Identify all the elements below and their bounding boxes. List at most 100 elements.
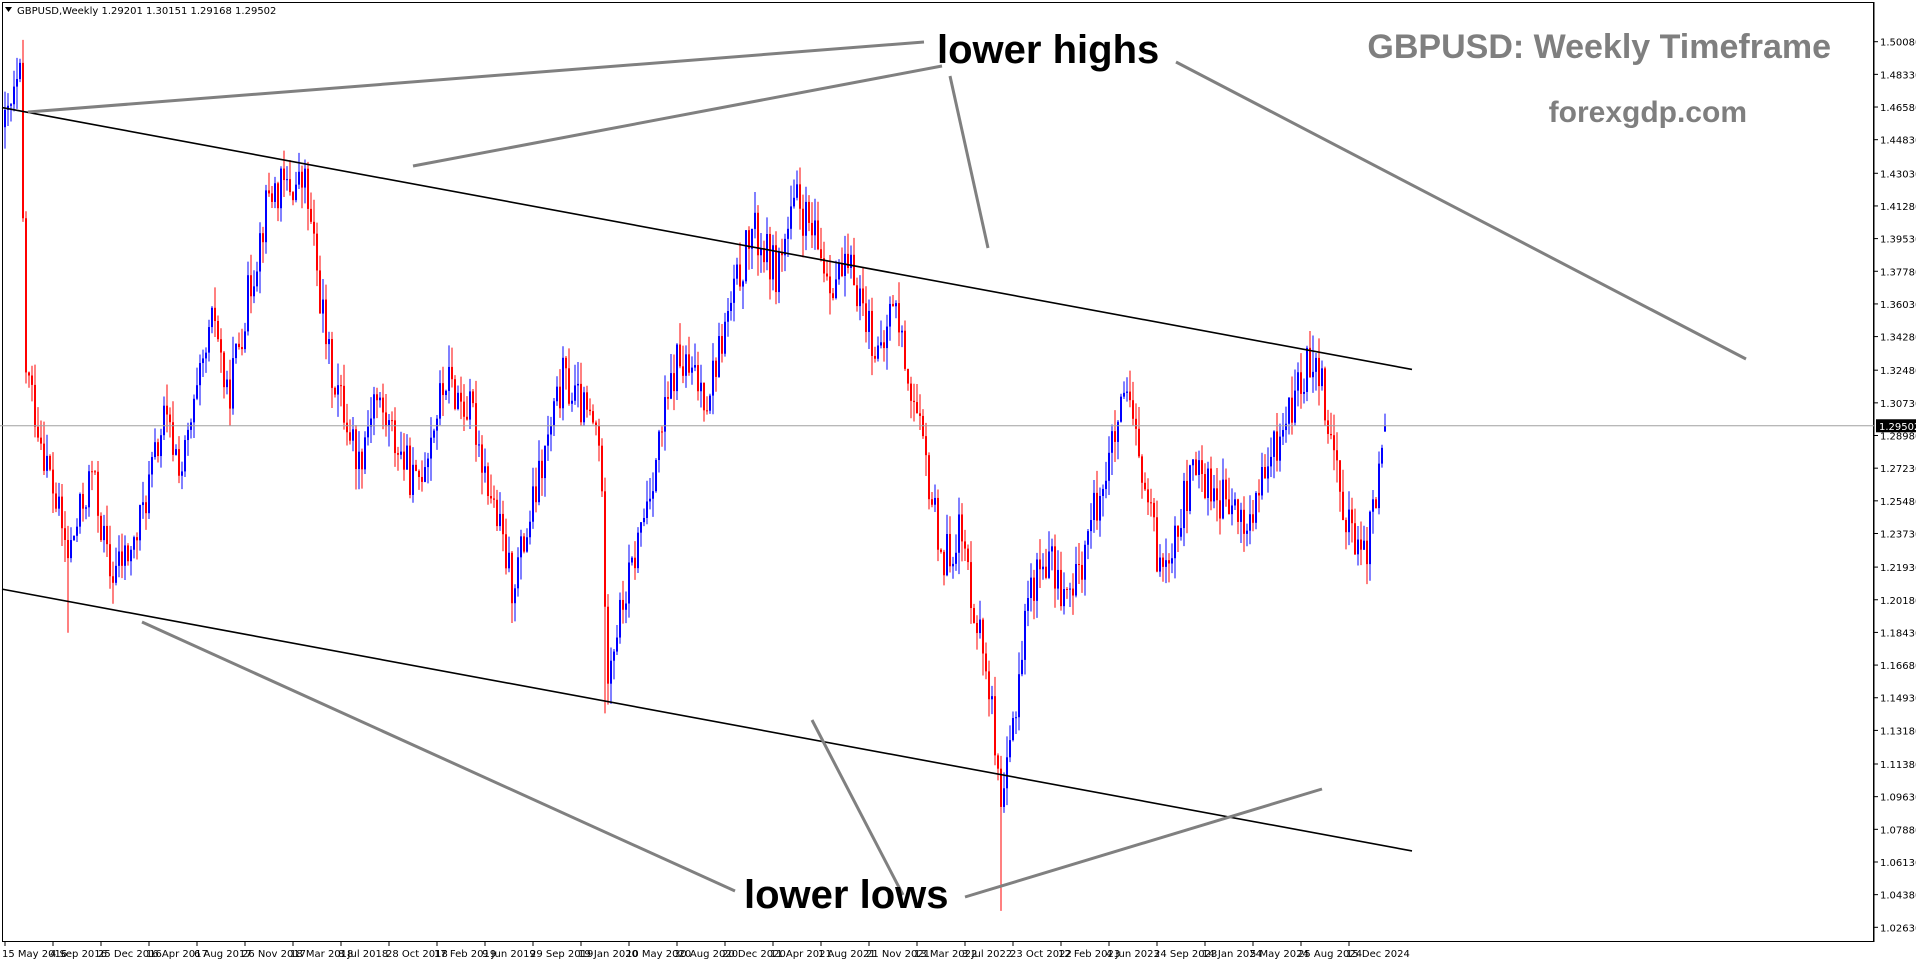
x-tick-label: 30 Aug 2020 bbox=[674, 949, 738, 960]
x-tick-label: 26 Nov 2017 bbox=[242, 949, 306, 960]
candle bbox=[1273, 430, 1275, 479]
candle bbox=[916, 383, 918, 414]
candle bbox=[370, 397, 372, 444]
candle-body bbox=[985, 653, 987, 672]
candle bbox=[808, 195, 810, 232]
candle-body bbox=[1255, 492, 1257, 523]
candle bbox=[796, 170, 798, 201]
candle bbox=[448, 345, 450, 404]
candle bbox=[1219, 480, 1221, 535]
candle-body bbox=[541, 460, 543, 479]
candle bbox=[22, 39, 24, 222]
candle bbox=[1372, 490, 1374, 534]
annotation-pointer-line bbox=[964, 787, 1323, 899]
y-tick-label: 1.28980 bbox=[1880, 432, 1916, 443]
candle bbox=[283, 150, 285, 198]
x-tick-label: 19 Jan 2020 bbox=[578, 949, 638, 960]
x-tick-label: 6 Aug 2017 bbox=[194, 949, 252, 960]
y-tick-label: 1.21930 bbox=[1880, 563, 1916, 574]
candle-body bbox=[1048, 551, 1050, 578]
candle bbox=[970, 541, 972, 624]
candle-body bbox=[1057, 569, 1059, 589]
candle-body bbox=[142, 502, 144, 506]
candle bbox=[817, 201, 819, 251]
candle-body bbox=[625, 603, 627, 610]
candle-body bbox=[616, 637, 618, 652]
candle bbox=[793, 179, 795, 209]
candle bbox=[466, 396, 468, 421]
candle-body bbox=[520, 536, 522, 558]
candle bbox=[295, 171, 297, 203]
candle-body bbox=[145, 502, 147, 514]
candle bbox=[298, 152, 300, 189]
candle-body bbox=[1327, 420, 1329, 434]
candle-body bbox=[346, 422, 348, 433]
candle-body bbox=[661, 431, 663, 433]
candle bbox=[334, 386, 336, 398]
candle-body bbox=[1234, 499, 1236, 506]
candle bbox=[745, 230, 747, 284]
candle bbox=[214, 287, 216, 337]
candle bbox=[391, 411, 393, 432]
candle bbox=[775, 231, 777, 305]
candle bbox=[1024, 603, 1026, 675]
candle bbox=[70, 527, 72, 563]
candle-body bbox=[34, 384, 36, 427]
candle-body bbox=[1276, 431, 1278, 461]
candle-body bbox=[376, 394, 378, 401]
candle-body bbox=[496, 499, 498, 527]
chart-title: GBPUSD: Weekly Timeframe bbox=[1367, 28, 1831, 66]
candle bbox=[595, 420, 597, 436]
candle bbox=[802, 194, 804, 258]
candle-body bbox=[1018, 674, 1020, 718]
candle-body bbox=[307, 168, 309, 209]
candle-body bbox=[763, 248, 765, 263]
candle-body bbox=[82, 493, 84, 509]
candle-body bbox=[40, 437, 42, 444]
candle bbox=[1189, 464, 1191, 515]
candle bbox=[481, 435, 483, 495]
candle-body bbox=[373, 394, 375, 419]
candle-body bbox=[1180, 528, 1182, 537]
candle bbox=[553, 398, 555, 436]
candle-body bbox=[937, 497, 939, 550]
candle-body bbox=[1267, 466, 1269, 479]
candle bbox=[1012, 711, 1014, 742]
candle bbox=[343, 364, 345, 430]
candle-body bbox=[193, 398, 195, 423]
candle bbox=[16, 57, 18, 109]
candle bbox=[1246, 523, 1248, 547]
candle bbox=[1060, 551, 1062, 611]
candle-body bbox=[598, 425, 600, 446]
candle-body bbox=[214, 307, 216, 322]
candle-body bbox=[139, 505, 141, 541]
candle bbox=[529, 510, 531, 545]
candle bbox=[694, 343, 696, 372]
candle-body bbox=[853, 254, 855, 286]
candle-body bbox=[685, 354, 687, 376]
candle-body bbox=[1258, 492, 1260, 496]
candle bbox=[1279, 423, 1281, 472]
candle bbox=[274, 176, 276, 209]
candle bbox=[388, 413, 390, 447]
candle-body bbox=[274, 183, 276, 202]
candle bbox=[418, 469, 420, 490]
candle-body bbox=[1384, 425, 1386, 432]
candle bbox=[1213, 474, 1215, 509]
candle bbox=[634, 541, 636, 580]
candle bbox=[7, 93, 9, 127]
candle bbox=[574, 364, 576, 405]
candle bbox=[19, 58, 21, 83]
candle bbox=[616, 625, 618, 655]
candle bbox=[550, 416, 552, 452]
candle bbox=[1135, 403, 1137, 446]
candle bbox=[358, 431, 360, 490]
candle-body bbox=[589, 409, 591, 412]
candle bbox=[178, 436, 180, 484]
candle-body bbox=[514, 588, 516, 604]
y-tick-label: 1.44830 bbox=[1880, 136, 1916, 147]
candle-body bbox=[865, 303, 867, 332]
y-tick-label: 1.11380 bbox=[1880, 760, 1916, 771]
candle bbox=[139, 504, 141, 551]
